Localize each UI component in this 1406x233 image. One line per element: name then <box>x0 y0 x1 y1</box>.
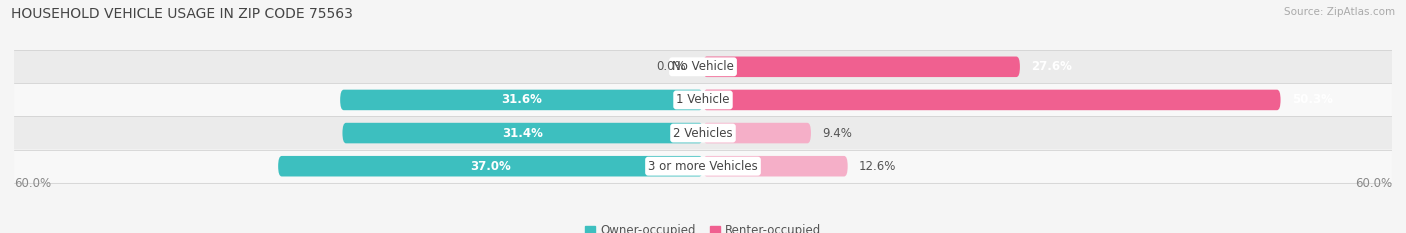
FancyBboxPatch shape <box>14 116 1392 150</box>
Text: 9.4%: 9.4% <box>823 127 852 140</box>
Text: 0.0%: 0.0% <box>657 60 686 73</box>
FancyBboxPatch shape <box>703 123 811 143</box>
Legend: Owner-occupied, Renter-occupied: Owner-occupied, Renter-occupied <box>579 219 827 233</box>
Text: 60.0%: 60.0% <box>1355 177 1392 190</box>
Text: HOUSEHOLD VEHICLE USAGE IN ZIP CODE 75563: HOUSEHOLD VEHICLE USAGE IN ZIP CODE 7556… <box>11 7 353 21</box>
Text: 1 Vehicle: 1 Vehicle <box>676 93 730 106</box>
FancyBboxPatch shape <box>340 90 703 110</box>
FancyBboxPatch shape <box>14 50 1392 83</box>
Text: 31.4%: 31.4% <box>502 127 543 140</box>
FancyBboxPatch shape <box>14 83 1392 116</box>
Text: 37.0%: 37.0% <box>470 160 510 173</box>
Text: 2 Vehicles: 2 Vehicles <box>673 127 733 140</box>
Text: No Vehicle: No Vehicle <box>672 60 734 73</box>
Text: 27.6%: 27.6% <box>1032 60 1073 73</box>
FancyBboxPatch shape <box>14 150 1392 183</box>
Text: Source: ZipAtlas.com: Source: ZipAtlas.com <box>1284 7 1395 17</box>
FancyBboxPatch shape <box>343 123 703 143</box>
Text: 60.0%: 60.0% <box>14 177 51 190</box>
Text: 50.3%: 50.3% <box>1292 93 1333 106</box>
Text: 3 or more Vehicles: 3 or more Vehicles <box>648 160 758 173</box>
FancyBboxPatch shape <box>703 90 1281 110</box>
FancyBboxPatch shape <box>278 156 703 176</box>
Text: 12.6%: 12.6% <box>859 160 897 173</box>
FancyBboxPatch shape <box>703 57 1019 77</box>
FancyBboxPatch shape <box>703 156 848 176</box>
Text: 31.6%: 31.6% <box>501 93 543 106</box>
